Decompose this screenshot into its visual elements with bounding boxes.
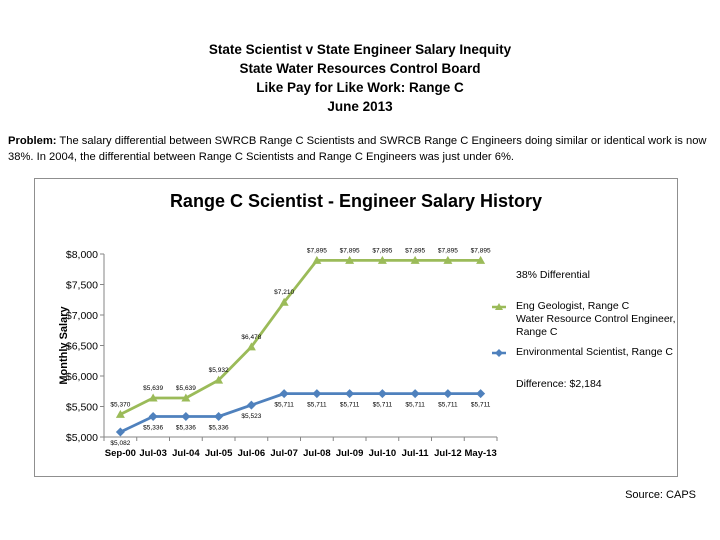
legend-engineer-line3: Range C [516,326,558,338]
data-label-engineer: $5,932 [209,367,229,374]
series-line-scientist [119,392,481,434]
legend-engineer-line1: Eng Geologist, Range C [516,300,630,312]
data-label-engineer: $7,210 [274,289,294,296]
y-tick-label: $8,000 [66,249,98,261]
legend-engineer-line2: Water Resource Control Engineer, [516,313,676,325]
y-tick-label: $6,000 [66,371,98,383]
differential-annotation: 38% Differential [516,269,590,281]
data-label-scientist: $5,711 [274,402,294,409]
data-point-engineer [214,375,224,384]
x-tick-label: Jul-06 [238,448,265,459]
legend-scientist-line1: Environmental Scientist, Range C [516,346,673,358]
data-label-engineer: $7,895 [438,247,458,254]
series-line-engineer [119,259,481,416]
data-label-engineer: $6,478 [241,334,261,341]
data-label-scientist: $5,711 [405,402,425,409]
header-subtitle: Like Pay for Like Work: Range C [256,80,464,95]
data-label-scientist: $5,336 [176,425,196,432]
difference-annotation: Difference: $2,184 [516,378,602,390]
data-label-engineer: $5,639 [176,385,196,392]
data-point-scientist [377,389,387,399]
data-label-scientist: $5,336 [143,425,163,432]
data-label-engineer: $7,895 [405,247,425,254]
data-label-scientist: $5,711 [373,402,393,409]
x-tick-label: Jul-12 [434,448,461,459]
data-point-scientist [410,389,420,399]
chart-frame [34,178,678,477]
x-tick-label: Sep-00 [105,448,136,459]
problem-statement: Problem: The salary differential between… [8,134,708,165]
data-label-scientist: $5,523 [241,413,261,420]
data-label-engineer: $5,370 [110,401,130,408]
chart-title: Range C Scientist - Engineer Salary Hist… [169,191,543,211]
header-org: State Water Resources Control Board [239,61,481,76]
x-tick-label: Jul-11 [402,448,430,459]
data-point-scientist [214,412,224,422]
data-point-scientist [312,389,322,399]
y-tick-label: $7,000 [66,310,98,322]
data-point-scientist [148,412,158,422]
y-tick-label: $6,500 [66,341,98,353]
x-tick-label: Jul-03 [139,448,166,459]
legend-scientist-marker [492,349,506,357]
data-label-engineer: $5,639 [143,385,163,392]
data-label-engineer: $7,895 [471,247,491,254]
header-title: State Scientist v State Engineer Salary … [208,42,512,57]
x-tick-label: Jul-04 [172,448,200,459]
x-tick-label: May-13 [465,448,497,459]
data-label-scientist: $5,336 [209,425,229,432]
data-point-engineer [279,297,289,306]
data-point-engineer [410,255,420,264]
y-tick-label: $7,500 [66,280,98,292]
difference-value: $2,184 [569,378,602,390]
x-tick-label: Jul-08 [303,448,330,459]
data-point-engineer [181,393,191,402]
data-label-engineer: $7,895 [372,247,392,254]
x-tick-label: Jul-09 [336,448,363,459]
data-label-scientist: $5,082 [110,440,130,447]
data-point-scientist [345,389,355,399]
data-point-engineer [148,393,158,402]
data-point-scientist [279,389,289,399]
x-tick-label: Jul-10 [369,448,396,459]
x-tick-label: Jul-07 [270,448,297,459]
data-point-scientist [115,427,125,437]
data-point-engineer [443,255,453,264]
data-point-scientist [181,412,191,422]
legend-scientist: Environmental Scientist, Range C [492,346,673,359]
data-point-scientist [476,389,486,399]
legend-engineer-marker [492,303,506,310]
data-label-scientist: $5,711 [471,402,491,409]
problem-text: The salary differential between SWRCB Ra… [8,135,707,163]
data-label-engineer: $7,895 [340,247,360,254]
y-axis-label: Monthly Salary [58,306,70,385]
data-point-scientist [246,400,256,410]
legend-engineer: Eng Geologist, Range C Water Resource Co… [492,300,676,339]
data-point-engineer [312,255,322,264]
data-point-engineer [476,255,486,264]
data-point-scientist [443,389,453,399]
problem-lead: Problem: [8,135,57,147]
report-header: State Scientist v State Engineer Salary … [0,40,720,116]
data-label-scientist: $5,711 [340,402,360,409]
data-label-engineer: $7,895 [307,247,327,254]
header-date: June 2013 [327,99,393,114]
difference-label: Difference: [516,378,567,390]
y-tick-label: $5,500 [66,402,98,414]
data-point-engineer [377,255,387,264]
data-label-scientist: $5,711 [307,402,327,409]
source-note: Source: CAPS [625,489,696,501]
data-point-engineer [246,342,256,351]
x-tick-label: Jul-05 [205,448,233,459]
data-point-engineer [345,255,355,264]
data-label-scientist: $5,711 [438,402,458,409]
y-tick-label: $5,000 [66,432,98,444]
data-point-engineer [115,409,125,418]
